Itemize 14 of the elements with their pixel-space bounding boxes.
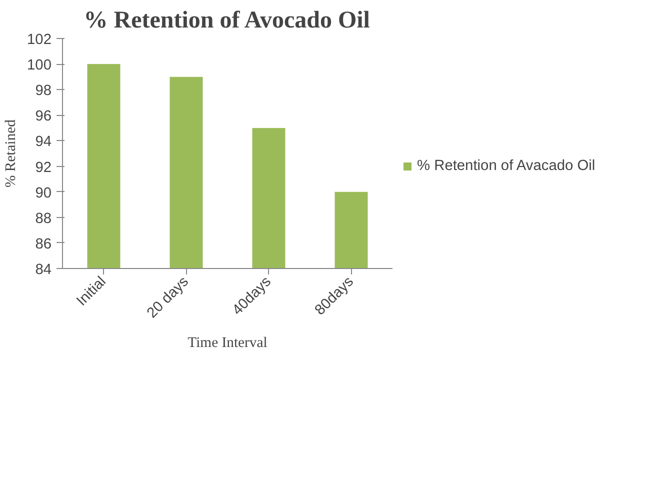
- y-tick-label: 84: [35, 262, 52, 278]
- y-tick-label: 94: [35, 134, 52, 150]
- y-tick-label: 96: [35, 108, 52, 125]
- y-tick-label: 92: [35, 160, 52, 176]
- y-tick-label: 100: [27, 58, 52, 74]
- legend-label: % Retention of Avacado Oil: [417, 158, 596, 174]
- chart-title: % Retention of Avocado Oil: [84, 8, 370, 34]
- y-tick-label: 86: [35, 236, 52, 252]
- y-tick-label: 102: [27, 32, 52, 48]
- y-tick-label: 90: [35, 185, 52, 202]
- y-tick-label: 98: [35, 83, 52, 100]
- x-axis-title: Time Interval: [188, 335, 268, 352]
- y-axis-title: % Retained: [3, 118, 20, 188]
- y-tick-label: 88: [35, 210, 52, 227]
